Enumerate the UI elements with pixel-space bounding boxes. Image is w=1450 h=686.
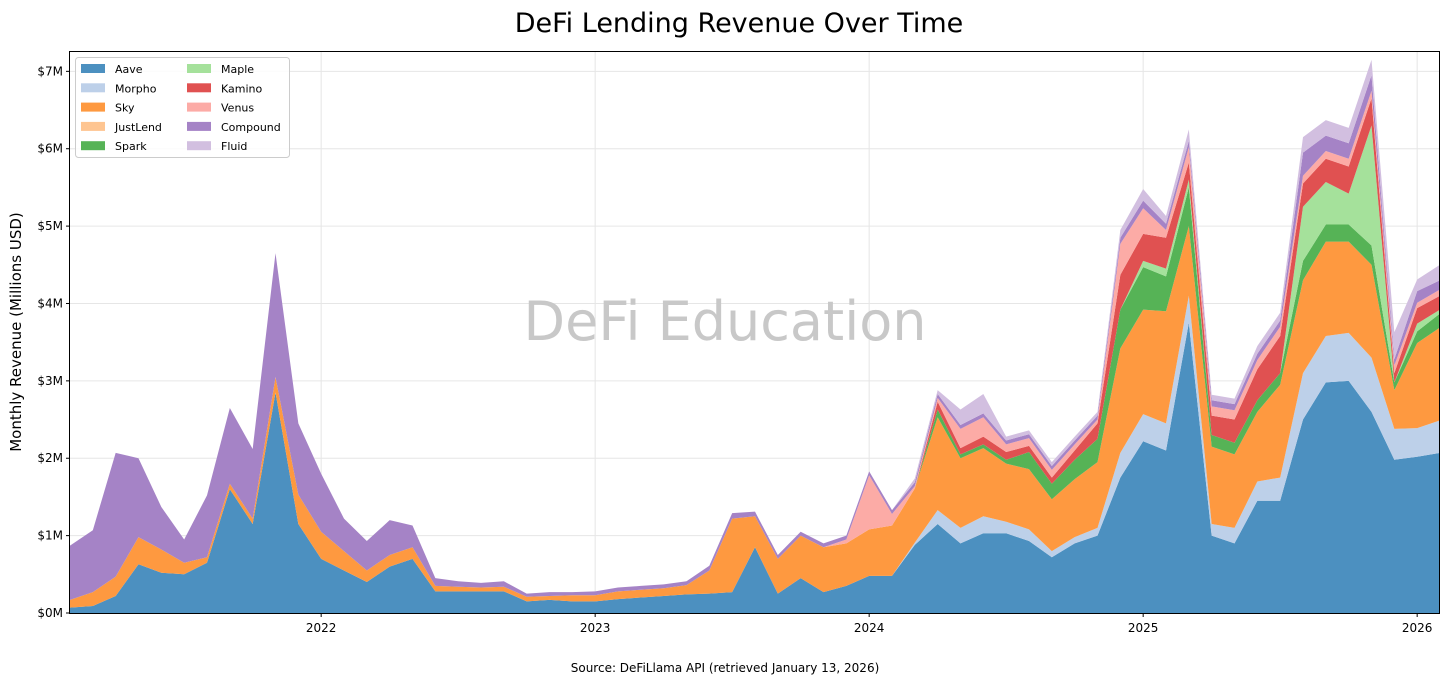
legend-box	[75, 57, 290, 158]
legend-swatch-sky	[81, 102, 105, 112]
x-tick-label: 2022	[306, 621, 337, 635]
legend-label-fluid: Fluid	[221, 140, 247, 153]
area-series-compound	[70, 75, 1440, 600]
legend-label-morpho: Morpho	[115, 82, 157, 95]
legend-swatch-aave	[81, 64, 105, 73]
y-axis-label: Monthly Revenue (Millions USD)	[7, 212, 25, 452]
legend-label-spark: Spark	[115, 140, 147, 153]
area-series-morpho	[70, 295, 1440, 608]
legend-label-kamino: Kamino	[221, 82, 263, 95]
source-caption: Source: DeFiLlama API (retrieved January…	[571, 661, 880, 675]
y-tick-label: $3M	[37, 374, 63, 388]
legend-swatch-kamino	[187, 83, 211, 93]
legend-swatch-spark	[81, 141, 105, 151]
plot-frame	[69, 51, 1440, 614]
legend-label-sky: Sky	[115, 102, 135, 115]
area-series-aave	[70, 322, 1440, 613]
y-tick-label: $4M	[37, 296, 63, 310]
legend: Aave Morpho Sky JustLend Spark Maple Kamino Ven…	[75, 57, 290, 158]
x-axis-ticks: 2022 2023 2024 2025 2026	[306, 613, 1433, 635]
y-tick-label: $2M	[37, 451, 63, 465]
x-tick-label: 2024	[854, 621, 885, 635]
y-tick-label: $6M	[37, 142, 63, 156]
legend-label-aave: Aave	[115, 63, 143, 76]
legend-swatch-morpho	[81, 83, 105, 93]
chart-title: DeFi Lending Revenue Over Time	[515, 8, 964, 39]
legend-label-compound: Compound	[221, 121, 281, 134]
y-tick-label: $5M	[37, 219, 63, 233]
y-tick-label: $0M	[37, 606, 63, 620]
y-axis-ticks: $0M $1M $2M $3M $4M $5M $6M $7M	[37, 64, 70, 620]
legend-label-venus: Venus	[221, 102, 254, 115]
watermark-text: DeFi Education	[524, 290, 927, 353]
legend-swatch-compound	[187, 121, 211, 131]
x-tick-label: 2026	[1402, 621, 1433, 635]
legend-swatch-justlend	[81, 121, 105, 131]
legend-label-justlend: JustLend	[114, 121, 162, 134]
y-tick-label: $7M	[37, 64, 63, 78]
legend-swatch-venus	[187, 102, 211, 112]
stacked-areas	[70, 59, 1440, 613]
y-tick-label: $1M	[37, 529, 63, 543]
legend-swatch-maple	[187, 64, 211, 73]
legend-label-maple: Maple	[221, 63, 254, 76]
legend-swatch-fluid	[187, 141, 211, 151]
area-series-sky	[70, 226, 1440, 608]
x-tick-label: 2023	[580, 621, 611, 635]
x-tick-label: 2025	[1128, 621, 1159, 635]
